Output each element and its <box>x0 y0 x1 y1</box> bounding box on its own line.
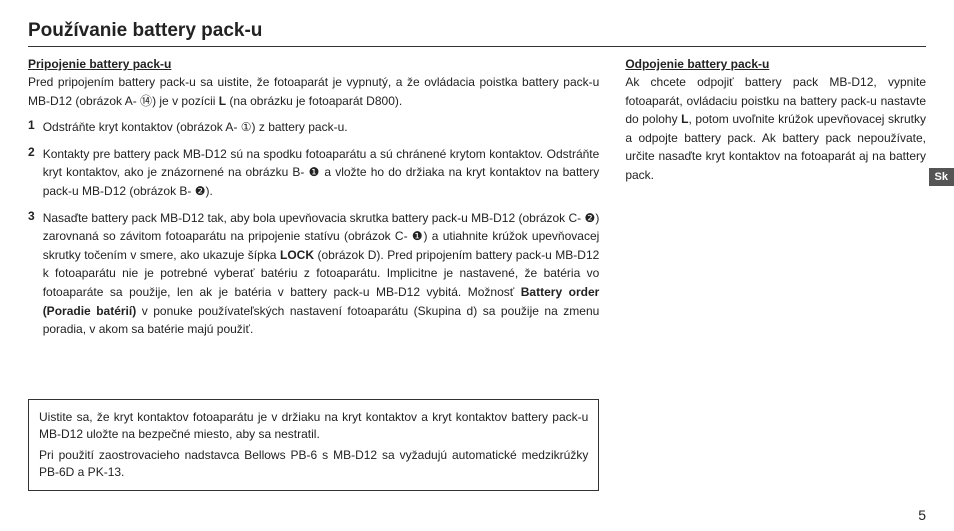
note-2: Pri použití zaostrovacieho nadstavca Bel… <box>39 447 588 482</box>
step-2-num: 2 <box>28 145 35 201</box>
content-columns: Pripojenie battery pack-u Pred pripojení… <box>28 57 926 491</box>
step1-pre: Odstráňte kryt kontaktov (obrázok A- <box>43 120 241 134</box>
step-2-text: Kontakty pre battery pack MB-D12 sú na s… <box>43 145 600 201</box>
step-3-num: 3 <box>28 209 35 339</box>
step2-post: ). <box>206 184 213 198</box>
step-1-num: 1 <box>28 118 35 137</box>
note-box: Uistite sa, že kryt kontaktov fotoaparát… <box>28 399 599 492</box>
step-3-text: Nasaďte battery pack MB-D12 tak, aby bol… <box>43 209 600 339</box>
right-subhead: Odpojenie battery pack-u <box>625 57 926 71</box>
step-1: 1 Odstráňte kryt kontaktov (obrázok A- ①… <box>28 118 599 137</box>
page-number: 5 <box>918 507 926 523</box>
circ-1-icon: ① <box>241 120 252 134</box>
intro-mid: ) je v pozícii <box>152 94 219 108</box>
step1-post: ) z battery pack-u. <box>252 120 348 134</box>
intro-L: L <box>219 94 226 108</box>
intro-post: (na obrázku je fotoaparát D800). <box>226 94 402 108</box>
step-2: 2 Kontakty pre battery pack MB-D12 sú na… <box>28 145 599 201</box>
right-column: Odpojenie battery pack-u Ak chcete odpoj… <box>625 57 926 491</box>
note-1: Uistite sa, že kryt kontaktov fotoaparát… <box>39 409 588 444</box>
filled-1-icon: ❶ <box>309 165 321 179</box>
intro-paragraph: Pred pripojením battery pack-u sa uistit… <box>28 73 599 110</box>
right-body: Ak chcete odpojiť battery pack MB-D12, v… <box>625 73 926 185</box>
step-1-text: Odstráňte kryt kontaktov (obrázok A- ①) … <box>43 118 600 137</box>
filled-c2-icon: ❷ <box>585 211 596 225</box>
right-L: L <box>681 112 688 126</box>
left-subhead: Pripojenie battery pack-u <box>28 57 599 71</box>
lock-label: LOCK <box>280 248 314 262</box>
filled-2-icon: ❷ <box>195 184 206 198</box>
title-rule <box>28 46 926 47</box>
filled-c1-icon: ❶ <box>412 229 424 243</box>
left-column: Pripojenie battery pack-u Pred pripojení… <box>28 57 599 491</box>
step3-pre: Nasaďte battery pack MB-D12 tak, aby bol… <box>43 211 585 225</box>
circ-14-icon: ⑭ <box>140 94 152 108</box>
language-tab: Sk <box>929 168 954 186</box>
page-title: Používanie battery pack-u <box>28 20 926 42</box>
step-3: 3 Nasaďte battery pack MB-D12 tak, aby b… <box>28 209 599 339</box>
